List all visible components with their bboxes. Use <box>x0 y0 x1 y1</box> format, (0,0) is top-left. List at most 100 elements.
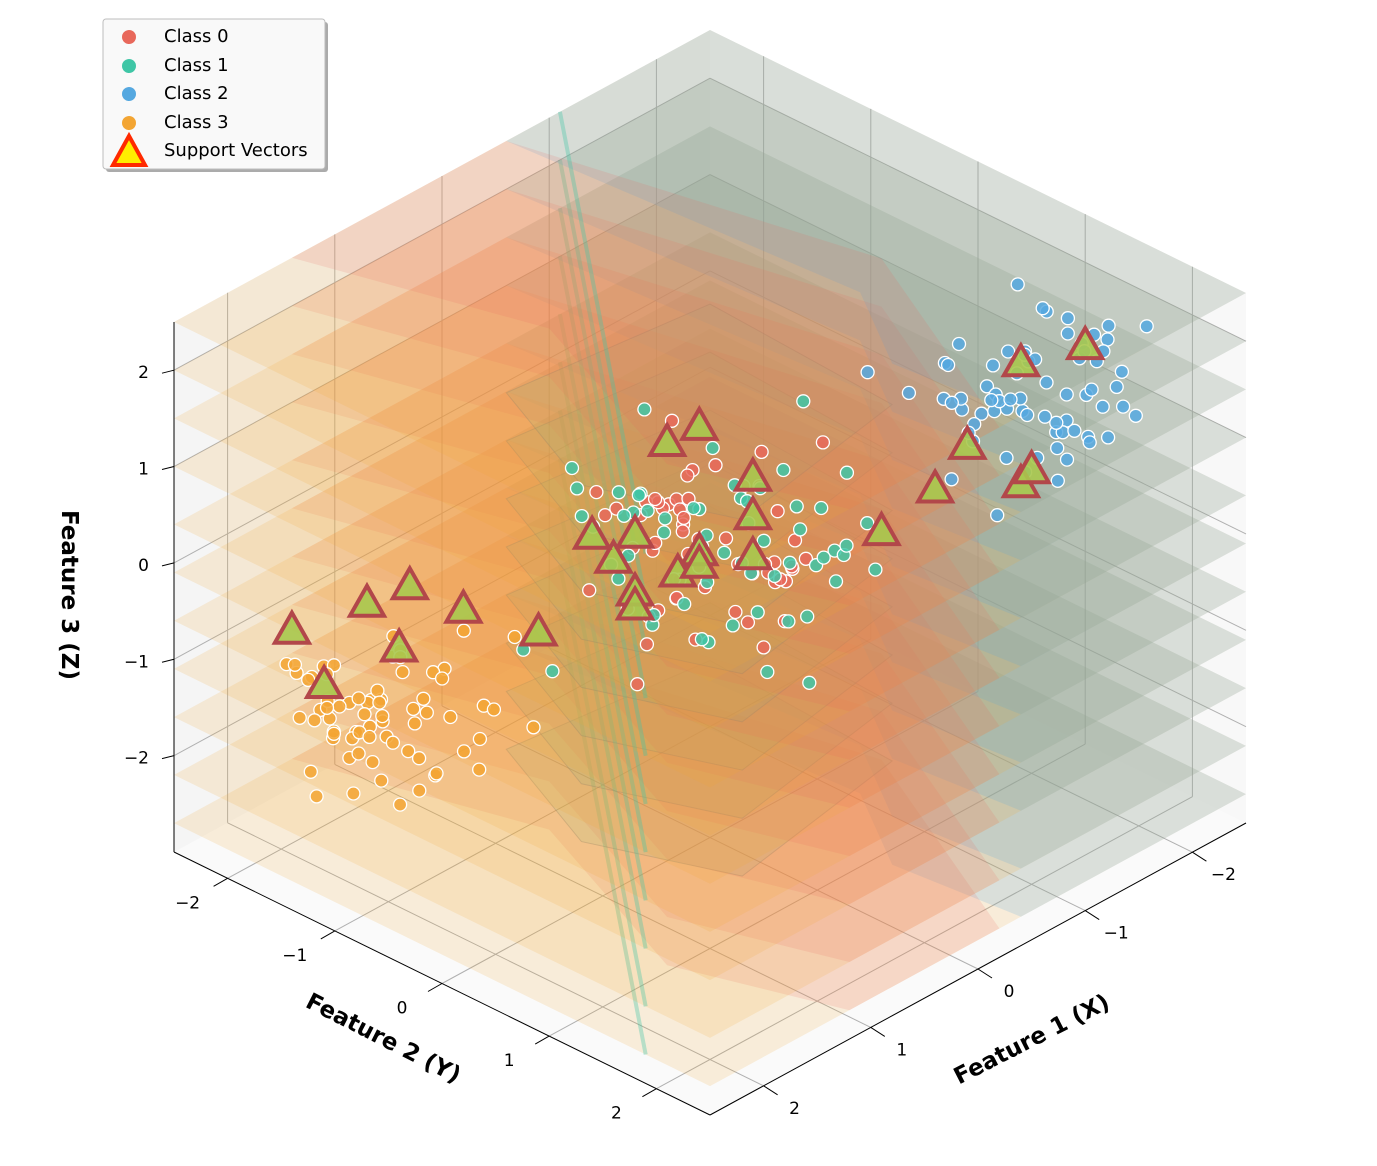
data-point <box>760 664 775 680</box>
support-vector <box>614 512 656 549</box>
region-class-1 <box>505 659 894 877</box>
data-point <box>979 379 995 394</box>
data-point <box>802 675 817 690</box>
data-point <box>630 677 645 692</box>
data-point <box>985 358 1001 373</box>
region-class-1 <box>505 602 894 819</box>
data-point <box>789 499 804 514</box>
data-point <box>1050 473 1065 488</box>
decision-slice <box>174 78 1246 634</box>
region-class-2 <box>506 232 1246 618</box>
data-point <box>375 708 390 724</box>
data-point <box>984 392 999 408</box>
data-point <box>631 488 647 503</box>
data-point <box>429 766 444 781</box>
support-vector <box>378 626 420 663</box>
data-point <box>1100 430 1116 445</box>
support-vector <box>271 608 313 645</box>
decision-boundary <box>557 361 648 805</box>
data-point <box>574 508 589 524</box>
data-point <box>1037 409 1053 424</box>
z-tick-label: 2 <box>138 363 149 383</box>
grid-line-z-back <box>173 174 711 467</box>
region-class-2 <box>506 280 1246 667</box>
x-tick-label: 2 <box>789 1099 800 1119</box>
x-tick-label: −2 <box>1211 865 1236 885</box>
data-point <box>472 762 487 777</box>
region-class-0 <box>291 141 1000 510</box>
series-class-2 <box>860 277 1154 523</box>
data-point <box>694 632 710 647</box>
data-point <box>1060 326 1075 341</box>
support-vector <box>346 581 388 618</box>
data-point <box>597 508 613 523</box>
data-point <box>1020 407 1035 423</box>
data-point <box>456 623 471 638</box>
decision-boundary <box>557 255 648 699</box>
region-class-1 <box>505 553 894 771</box>
data-point <box>901 385 917 401</box>
data-point <box>1059 387 1074 402</box>
legend-marker-class-2 <box>122 87 136 101</box>
data-point <box>860 516 875 531</box>
region-class-0 <box>291 391 1000 760</box>
z-tick-label: −1 <box>124 652 149 672</box>
data-point <box>416 691 431 706</box>
support-vector <box>571 513 613 550</box>
region-class-0 <box>291 593 1000 962</box>
z-tick-mark <box>161 658 175 663</box>
data-point <box>372 695 387 710</box>
data-point <box>1050 440 1065 456</box>
decision-boundary <box>557 111 648 554</box>
data-point <box>292 710 307 725</box>
data-point <box>1003 392 1018 407</box>
data-point <box>351 746 366 761</box>
data-point <box>1039 375 1054 390</box>
grid-line-y-floor <box>334 638 872 932</box>
data-point <box>756 640 771 655</box>
data-point <box>839 538 854 553</box>
data-point <box>974 406 989 421</box>
data-point <box>1084 382 1099 397</box>
data-point <box>456 744 472 759</box>
data-point <box>756 533 771 548</box>
data-point <box>1060 311 1076 326</box>
data-point <box>750 605 765 620</box>
y-tick-mark <box>534 1035 550 1045</box>
data-point <box>839 465 855 480</box>
data-point <box>656 525 672 540</box>
x-tick-mark <box>1084 910 1100 921</box>
y-tick-mark <box>427 983 443 992</box>
support-vector <box>946 423 988 460</box>
decision-boundary <box>557 207 648 651</box>
data-point <box>640 503 655 518</box>
data-point <box>362 729 377 745</box>
support-vector <box>389 564 431 601</box>
region-class-3 <box>174 376 1246 932</box>
data-point <box>770 504 785 519</box>
data-point <box>1010 277 1025 292</box>
support-vector <box>1064 324 1106 361</box>
data-point <box>796 394 811 409</box>
data-point <box>814 500 829 516</box>
series-class-1 <box>516 394 883 690</box>
x-axis-title: Feature 1 (X) <box>950 989 1114 1090</box>
data-point <box>1115 399 1131 414</box>
support-vector <box>732 494 774 531</box>
x-tick-label: 1 <box>896 1040 907 1060</box>
data-point <box>781 614 796 629</box>
region-class-3 <box>174 30 1246 585</box>
data-point <box>307 713 322 728</box>
data-point <box>728 604 743 620</box>
region-class-2 <box>506 531 1246 917</box>
z-tick-mark <box>161 755 175 760</box>
y-tick-label: −2 <box>175 893 200 913</box>
data-point <box>611 485 626 500</box>
data-point <box>611 571 626 586</box>
x-tick-mark <box>870 1026 886 1037</box>
region-class-3 <box>174 482 1246 1038</box>
data-point <box>637 402 652 417</box>
data-point <box>1114 364 1130 379</box>
data-point <box>1139 319 1154 334</box>
data-point <box>686 500 701 516</box>
